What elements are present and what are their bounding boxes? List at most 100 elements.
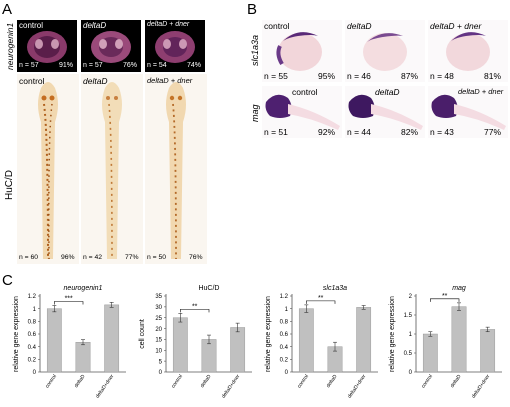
percentage: 96% bbox=[61, 254, 75, 261]
y-tick-label: 0.6 bbox=[280, 332, 289, 338]
x-tick-label: control bbox=[296, 374, 310, 390]
x-tick-label: deltaD bbox=[73, 373, 86, 389]
row-label-hucd: HuC/D bbox=[4, 169, 15, 200]
photo-a-neurog-deltad-dner: deltaD + dner n = 54 74% bbox=[145, 20, 205, 72]
y-tick-label: 0.4 bbox=[280, 345, 289, 351]
y-tick-label: 20 bbox=[155, 327, 162, 333]
photo-a-hucd-deltad-dner: deltaD + dner n = 50 76% bbox=[145, 74, 207, 264]
significance-bracket bbox=[180, 309, 210, 313]
percentage: 82% bbox=[401, 127, 419, 137]
condition-label: deltaD + dner bbox=[458, 87, 504, 96]
x-tick-label: deltaD bbox=[325, 373, 338, 389]
embryo-image bbox=[166, 82, 186, 260]
x-tick-label: control bbox=[420, 374, 434, 390]
condition-label: control bbox=[19, 21, 44, 30]
row-label-slc1a3a: slc1a3a bbox=[250, 34, 260, 66]
condition-label: deltaD bbox=[375, 87, 400, 97]
sample-count: n = 60 bbox=[19, 254, 39, 261]
bar-deltaD+dner bbox=[104, 304, 120, 373]
x-tick-label: deltaD bbox=[449, 373, 462, 389]
y-tick-label: 1 bbox=[285, 307, 289, 313]
sample-count: n = 50 bbox=[147, 254, 167, 261]
significance-label: ** bbox=[192, 303, 198, 310]
sample-count: n = 57 bbox=[19, 62, 39, 69]
y-tick-label: 1 bbox=[33, 307, 37, 313]
y-tick-label: 1.2 bbox=[28, 294, 37, 300]
percentage: 77% bbox=[484, 127, 502, 137]
x-tick-label: control bbox=[44, 374, 58, 390]
significance-label: ** bbox=[318, 295, 324, 302]
sample-count: n = 44 bbox=[347, 127, 371, 137]
x-tick-label: deltaD bbox=[199, 373, 212, 389]
y-axis-label: relative gene expression bbox=[13, 296, 20, 372]
condition-label: control bbox=[264, 21, 290, 31]
bar-control bbox=[172, 317, 188, 373]
percentage: 95% bbox=[318, 71, 336, 81]
y-tick-label: 0.2 bbox=[280, 358, 289, 364]
embryo-image bbox=[363, 33, 407, 71]
y-tick-label: 1.2 bbox=[280, 294, 289, 300]
photo-b-slc-deltad-dner: deltaD + dner n = 48 81% bbox=[428, 20, 508, 82]
bar-control bbox=[298, 308, 314, 373]
y-tick-label: 25 bbox=[155, 316, 162, 322]
y-tick-label: 1 bbox=[409, 332, 413, 338]
condition-label: deltaD + dner bbox=[147, 21, 190, 28]
photo-b-mag-deltad-dner: deltaD + dner n = 43 77% bbox=[428, 86, 508, 138]
chart-title: HuC/D bbox=[198, 285, 219, 292]
y-tick-label: 35 bbox=[155, 294, 162, 300]
embryo-image bbox=[91, 31, 131, 63]
sample-count: n = 54 bbox=[147, 62, 167, 69]
significance-bracket bbox=[306, 300, 336, 304]
bar-deltaD+dner bbox=[356, 307, 372, 373]
y-tick-label: 0.8 bbox=[28, 320, 37, 326]
y-tick-label: 0 bbox=[33, 370, 37, 376]
bar-chart-hucd: HuC/D cell count 0 5 10 15 20 25 30 35 control delt… bbox=[139, 285, 252, 400]
row-label-mag: mag bbox=[250, 104, 260, 122]
bar-deltaD bbox=[201, 339, 217, 373]
photo-b-mag-deltad: deltaD n = 44 82% bbox=[345, 86, 425, 138]
bar-control bbox=[422, 333, 438, 373]
bar-chart-slc1a3a: slc1a3a relative gene expression 0 0.2 0.4 0.… bbox=[265, 285, 378, 400]
panel-letter-c: C bbox=[2, 272, 13, 289]
condition-label: deltaD bbox=[83, 76, 108, 86]
photo-a-neurog-deltad: deltaD n = 57 76% bbox=[81, 20, 141, 72]
condition-label: deltaD bbox=[347, 21, 372, 31]
photo-b-mag-control: control n = 51 92% bbox=[262, 86, 342, 138]
embryo-image bbox=[155, 31, 195, 63]
condition-label: deltaD bbox=[83, 21, 107, 30]
sample-count: n = 55 bbox=[264, 71, 288, 81]
bar-chart-neurogenin1: neurogenin1 relative gene expression 0 0.2 0… bbox=[13, 285, 126, 400]
embryo-image bbox=[431, 94, 506, 130]
y-tick-label: 0.4 bbox=[28, 345, 37, 351]
percentage: 92% bbox=[318, 127, 336, 137]
y-tick-label: 0 bbox=[285, 370, 289, 376]
percentage: 76% bbox=[189, 254, 203, 261]
bar-deltaD bbox=[75, 342, 91, 373]
panel-letter-b: B bbox=[247, 1, 258, 18]
sample-count: n = 46 bbox=[347, 71, 371, 81]
sample-count: n = 48 bbox=[430, 71, 454, 81]
percentage: 91% bbox=[59, 62, 74, 69]
embryo-image bbox=[348, 94, 423, 130]
x-tick-label: control bbox=[170, 374, 184, 390]
y-tick-label: 30 bbox=[155, 305, 162, 311]
bar-chart-mag: mag relative gene expression 0 0.5 1 1.5 2 cont… bbox=[389, 285, 502, 400]
condition-label: control bbox=[292, 87, 318, 97]
y-tick-label: 0 bbox=[409, 370, 413, 376]
y-axis-label: relative gene expression bbox=[265, 296, 272, 372]
x-tick-label: deltaD+dner bbox=[471, 373, 492, 399]
embryo-image bbox=[27, 31, 67, 63]
photo-a-neurog-control: control n = 57 91% bbox=[17, 20, 77, 72]
x-tick-label: deltaD+dner bbox=[95, 373, 116, 399]
photo-a-hucd-deltad: deltaD n = 42 77% bbox=[81, 74, 143, 264]
chart-title: mag bbox=[452, 285, 466, 292]
percentage: 74% bbox=[187, 62, 202, 69]
condition-label: control bbox=[19, 76, 45, 86]
embryo-image bbox=[265, 94, 340, 130]
y-tick-label: 0.2 bbox=[28, 358, 37, 364]
photo-a-hucd-control: control n = 60 96% bbox=[17, 74, 79, 264]
sample-count: n = 43 bbox=[430, 127, 454, 137]
percentage: 76% bbox=[123, 62, 138, 69]
y-tick-label: 5 bbox=[159, 359, 163, 365]
percentage: 77% bbox=[125, 254, 139, 261]
